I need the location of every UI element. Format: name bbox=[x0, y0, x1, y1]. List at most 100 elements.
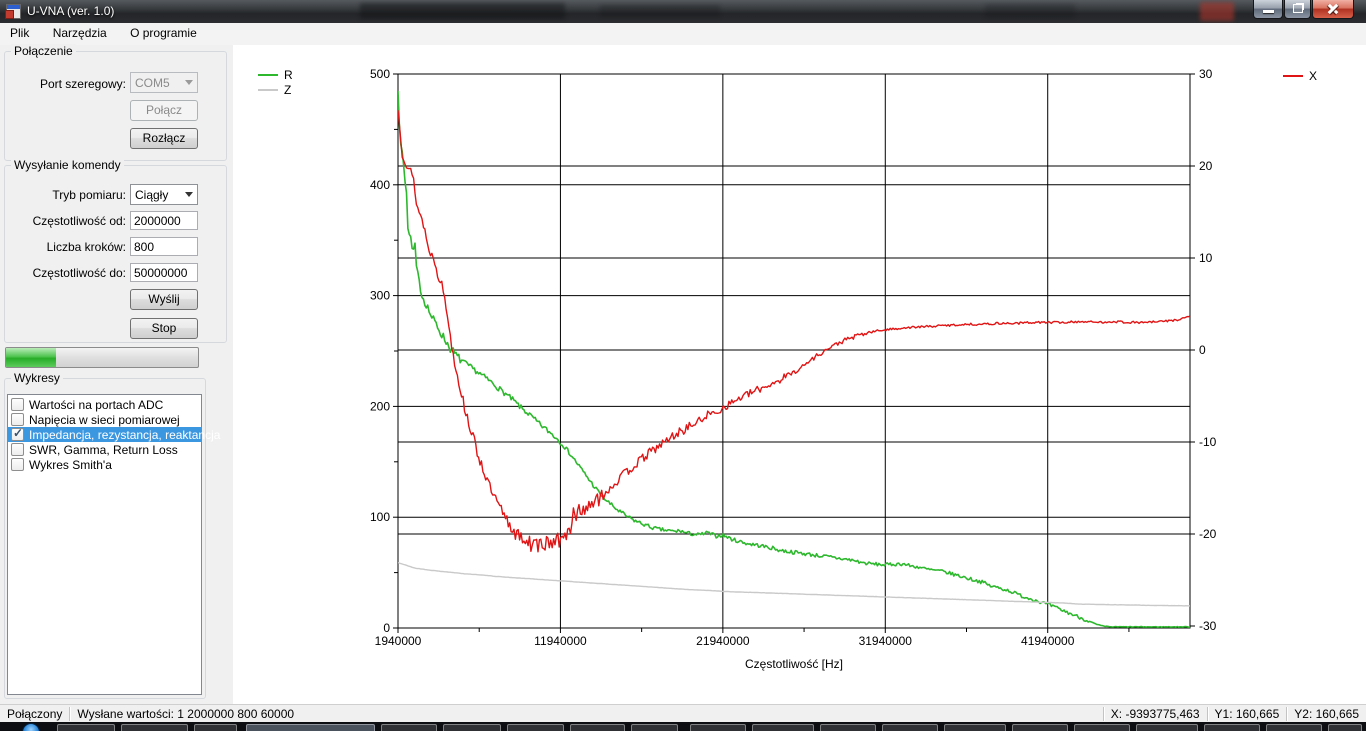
list-item-label: SWR, Gamma, Return Loss bbox=[29, 442, 178, 457]
status-cursor-x: X: -9393775,463 bbox=[1110, 706, 1200, 721]
charts-group: Wykresy bbox=[4, 371, 206, 699]
taskbar-button[interactable] bbox=[752, 724, 814, 731]
start-button[interactable] bbox=[22, 723, 40, 731]
taskbar-button[interactable] bbox=[570, 724, 625, 731]
svg-text:41940000: 41940000 bbox=[1021, 634, 1075, 648]
taskbar-button[interactable] bbox=[121, 724, 188, 731]
titlebar-ghost bbox=[985, 4, 1075, 18]
svg-text:-20: -20 bbox=[1199, 527, 1217, 541]
taskbar-button[interactable] bbox=[1012, 724, 1068, 731]
measure-mode-label: Tryb pomiaru: bbox=[52, 188, 126, 202]
taskbar-button[interactable] bbox=[246, 724, 375, 731]
taskbar-button[interactable] bbox=[507, 724, 564, 731]
taskbar-button[interactable] bbox=[443, 724, 501, 731]
status-cursor-y2: Y2: 160,665 bbox=[1294, 706, 1359, 721]
svg-text:0: 0 bbox=[383, 621, 390, 635]
taskbar-button[interactable] bbox=[194, 724, 237, 731]
steps-label: Liczba kroków: bbox=[46, 240, 126, 254]
impedance-chart[interactable]: 0 100 200 300 400 500 -30 -20 -10 0 10 20 30 1940000 1… bbox=[233, 45, 1366, 704]
command-group: Wysyłanie komendy bbox=[4, 158, 227, 343]
progress-bar bbox=[5, 347, 199, 368]
taskbar-button[interactable] bbox=[690, 724, 746, 731]
stop-button[interactable]: Stop bbox=[130, 318, 198, 339]
taskbar-button[interactable] bbox=[820, 724, 876, 731]
freq-from-input[interactable] bbox=[130, 211, 198, 230]
taskbar-button[interactable] bbox=[1136, 724, 1198, 731]
measure-mode-combobox[interactable]: Ciągły bbox=[130, 184, 198, 205]
taskbar-button[interactable] bbox=[944, 724, 1006, 731]
svg-text:200: 200 bbox=[370, 399, 390, 413]
serial-port-combobox[interactable]: COM5 bbox=[130, 72, 198, 93]
steps-input[interactable] bbox=[130, 237, 198, 256]
titlebar-ghost bbox=[360, 3, 565, 19]
window-title: U-VNA (ver. 1.0) bbox=[27, 4, 115, 18]
taskbar[interactable] bbox=[0, 722, 1366, 731]
app-icon bbox=[5, 4, 21, 19]
charts-listbox: Wartości na portach ADC Napięcia w sieci… bbox=[7, 394, 220, 695]
svg-text:R: R bbox=[284, 68, 293, 82]
send-button[interactable]: Wyślij bbox=[130, 289, 198, 310]
chevron-down-icon bbox=[181, 73, 197, 92]
chart-panel: 0 100 200 300 400 500 -30 -20 -10 0 10 20 30 1940000 1… bbox=[233, 45, 1366, 704]
status-bar: Połączony Wysłane wartości: 1 2000000 80… bbox=[0, 704, 1366, 722]
titlebar-ghost bbox=[600, 5, 720, 17]
svg-text:30: 30 bbox=[1199, 67, 1213, 81]
freq-from-label: Częstotliwość od: bbox=[32, 214, 126, 228]
svg-text:21940000: 21940000 bbox=[696, 634, 750, 648]
list-item-label: Napięcia w sieci pomiarowej bbox=[29, 412, 180, 427]
maximize-button[interactable] bbox=[1284, 0, 1311, 19]
svg-text:X: X bbox=[1309, 69, 1317, 83]
svg-text:11940000: 11940000 bbox=[534, 634, 587, 648]
svg-text:500: 500 bbox=[370, 67, 390, 81]
minimize-button[interactable] bbox=[1253, 0, 1283, 19]
taskbar-button[interactable] bbox=[1074, 724, 1130, 731]
list-item-smith[interactable]: Wykres Smith'a bbox=[8, 457, 201, 472]
svg-text:10: 10 bbox=[1199, 251, 1213, 265]
svg-text:-30: -30 bbox=[1199, 619, 1217, 633]
restore-icon bbox=[1293, 4, 1303, 13]
svg-text:Częstotliwość [Hz]: Częstotliwość [Hz] bbox=[745, 657, 843, 671]
menu-plik[interactable]: Plik bbox=[10, 26, 30, 40]
svg-text:-10: -10 bbox=[1199, 435, 1217, 449]
taskbar-button[interactable] bbox=[1204, 724, 1260, 731]
checkbox-icon[interactable] bbox=[11, 426, 24, 441]
menu-bar: Plik Narzędzia O programie bbox=[0, 23, 1366, 45]
svg-text:31940000: 31940000 bbox=[859, 634, 913, 648]
checkbox-icon[interactable] bbox=[11, 458, 24, 471]
checkbox-icon[interactable] bbox=[11, 443, 24, 456]
close-button[interactable] bbox=[1312, 0, 1354, 19]
list-item-adc[interactable]: Wartości na portach ADC bbox=[8, 397, 201, 412]
status-sent-values: Wysłane wartości: 1 2000000 800 60000 bbox=[77, 706, 295, 721]
list-item-label: Wartości na portach ADC bbox=[29, 397, 164, 412]
chevron-down-icon bbox=[181, 185, 197, 204]
progress-fill bbox=[6, 348, 56, 367]
connect-button[interactable]: Połącz bbox=[130, 100, 198, 121]
taskbar-button[interactable] bbox=[631, 724, 678, 731]
taskbar-button[interactable] bbox=[1266, 724, 1322, 731]
svg-text:400: 400 bbox=[370, 178, 390, 192]
list-item-impedance[interactable]: Impedancja, rezystancja, reaktancja bbox=[8, 426, 220, 442]
taskbar-button[interactable] bbox=[1328, 724, 1362, 731]
disconnect-button[interactable]: Rozłącz bbox=[130, 128, 198, 149]
connection-group-label: Połączenie bbox=[11, 44, 76, 58]
separator bbox=[69, 706, 71, 721]
list-item-label: Impedancja, rezystancja, reaktancja bbox=[29, 427, 221, 442]
checkbox-icon[interactable] bbox=[11, 413, 24, 426]
list-item-voltages[interactable]: Napięcia w sieci pomiarowej bbox=[8, 412, 201, 427]
minimize-icon bbox=[1263, 10, 1274, 13]
taskbar-button[interactable] bbox=[57, 724, 115, 731]
taskbar-button[interactable] bbox=[882, 724, 938, 731]
checkbox-icon[interactable] bbox=[11, 398, 24, 411]
list-item-swr[interactable]: SWR, Gamma, Return Loss bbox=[8, 442, 201, 457]
measure-mode-value: Ciągły bbox=[135, 187, 169, 202]
separator bbox=[1286, 706, 1288, 721]
svg-text:Z: Z bbox=[284, 83, 291, 97]
separator bbox=[1206, 706, 1208, 721]
svg-text:300: 300 bbox=[370, 289, 390, 303]
freq-to-input[interactable] bbox=[130, 263, 198, 282]
status-cursor-y1: Y1: 160,665 bbox=[1214, 706, 1280, 721]
taskbar-button[interactable] bbox=[381, 724, 437, 731]
menu-narzedzia[interactable]: Narzędzia bbox=[52, 26, 107, 40]
menu-o-programie[interactable]: O programie bbox=[130, 26, 197, 40]
